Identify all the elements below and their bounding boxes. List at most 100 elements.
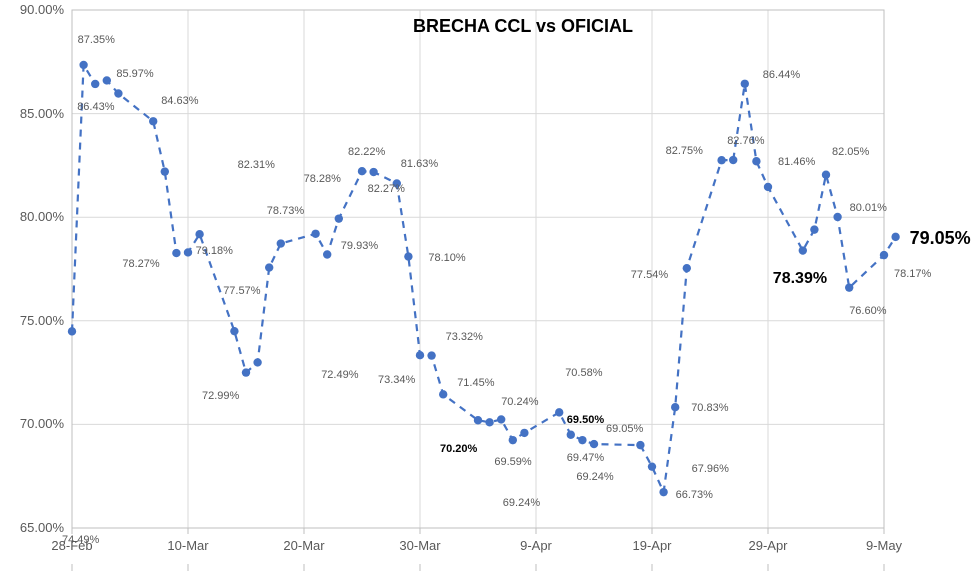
data-label: 78.73% [267, 206, 304, 217]
x-axis-label: 9-May [866, 538, 902, 553]
data-label: 70.58% [565, 368, 602, 379]
y-axis-label: 90.00% [12, 2, 64, 17]
data-marker [659, 488, 667, 496]
data-label: 79.93% [341, 241, 378, 252]
data-label: 78.17% [894, 269, 931, 280]
data-marker [265, 263, 273, 271]
data-marker [764, 183, 772, 191]
data-marker [590, 440, 598, 448]
data-marker [520, 429, 528, 437]
data-label: 70.20% [440, 444, 477, 455]
y-axis-label: 65.00% [12, 520, 64, 535]
data-marker [752, 157, 760, 165]
data-marker [845, 283, 853, 291]
data-label: 86.43% [77, 102, 114, 113]
x-axis-label: 9-Apr [520, 538, 552, 553]
data-marker [358, 167, 366, 175]
data-label: 69.24% [503, 498, 540, 509]
data-label: 72.49% [321, 370, 358, 381]
data-marker [103, 76, 111, 84]
y-axis-label: 70.00% [12, 416, 64, 431]
data-marker [161, 167, 169, 175]
data-marker [891, 233, 899, 241]
data-marker [369, 168, 377, 176]
data-label: 82.31% [238, 160, 275, 171]
data-marker [253, 358, 261, 366]
data-label: 82.22% [348, 147, 385, 158]
data-marker [799, 246, 807, 254]
data-marker [335, 214, 343, 222]
data-label: 67.96% [692, 464, 729, 475]
data-label: 66.73% [676, 490, 713, 501]
data-label: 81.63% [401, 159, 438, 170]
data-marker [184, 248, 192, 256]
data-label: 69.47% [567, 453, 604, 464]
data-marker [416, 351, 424, 359]
data-label: 69.24% [576, 472, 613, 483]
data-label: 87.35% [78, 35, 115, 46]
data-marker [172, 249, 180, 257]
y-axis-label: 80.00% [12, 209, 64, 224]
data-label: 82.75% [666, 146, 703, 157]
data-marker [555, 408, 563, 416]
data-marker [810, 225, 818, 233]
data-label: 79.05% [910, 229, 971, 247]
data-label: 74.49% [62, 535, 99, 546]
data-label: 80.01% [850, 203, 887, 214]
data-marker [427, 351, 435, 359]
data-label: 69.05% [606, 424, 643, 435]
data-label: 82.76% [727, 136, 764, 147]
data-marker [485, 418, 493, 426]
data-marker [578, 436, 586, 444]
data-marker [683, 264, 691, 272]
data-marker [509, 436, 517, 444]
y-axis-label: 75.00% [12, 313, 64, 328]
data-marker [822, 171, 830, 179]
data-marker [497, 415, 505, 423]
data-label: 85.97% [116, 69, 153, 80]
data-marker [880, 251, 888, 259]
y-axis-label: 85.00% [12, 106, 64, 121]
chart-svg [0, 0, 980, 577]
data-marker [833, 213, 841, 221]
data-marker [404, 252, 412, 260]
data-marker [91, 80, 99, 88]
data-marker [323, 250, 331, 258]
data-marker [79, 61, 87, 69]
data-label: 82.05% [832, 147, 869, 158]
data-marker [648, 462, 656, 470]
x-axis-label: 10-Mar [167, 538, 208, 553]
data-label: 69.50% [567, 415, 604, 426]
x-axis-label: 29-Apr [748, 538, 787, 553]
data-marker [149, 117, 157, 125]
data-label: 78.39% [773, 271, 827, 287]
data-label: 70.83% [691, 403, 728, 414]
data-label: 77.54% [631, 270, 668, 281]
data-label: 69.59% [494, 457, 531, 468]
data-label: 78.10% [428, 253, 465, 264]
data-label: 82.27% [368, 184, 405, 195]
data-marker [474, 416, 482, 424]
data-label: 76.60% [849, 306, 886, 317]
data-marker [567, 431, 575, 439]
data-marker [277, 239, 285, 247]
data-label: 73.34% [378, 375, 415, 386]
data-label: 81.46% [778, 157, 815, 168]
chart-title: BRECHA CCL vs OFICIAL [413, 16, 633, 37]
data-marker [242, 368, 250, 376]
data-label: 73.32% [446, 332, 483, 343]
data-marker [439, 390, 447, 398]
data-marker [230, 327, 238, 335]
data-label: 84.63% [161, 96, 198, 107]
data-label: 79.18% [196, 246, 233, 257]
data-label: 71.45% [457, 378, 494, 389]
data-marker [729, 156, 737, 164]
data-label: 78.27% [122, 259, 159, 270]
data-marker [195, 230, 203, 238]
data-label: 78.28% [304, 174, 341, 185]
data-label: 77.57% [223, 286, 260, 297]
data-marker [717, 156, 725, 164]
data-marker [114, 89, 122, 97]
data-marker [741, 80, 749, 88]
line-chart: BRECHA CCL vs OFICIAL 65.00% 70.00% 75.00%… [0, 0, 980, 577]
